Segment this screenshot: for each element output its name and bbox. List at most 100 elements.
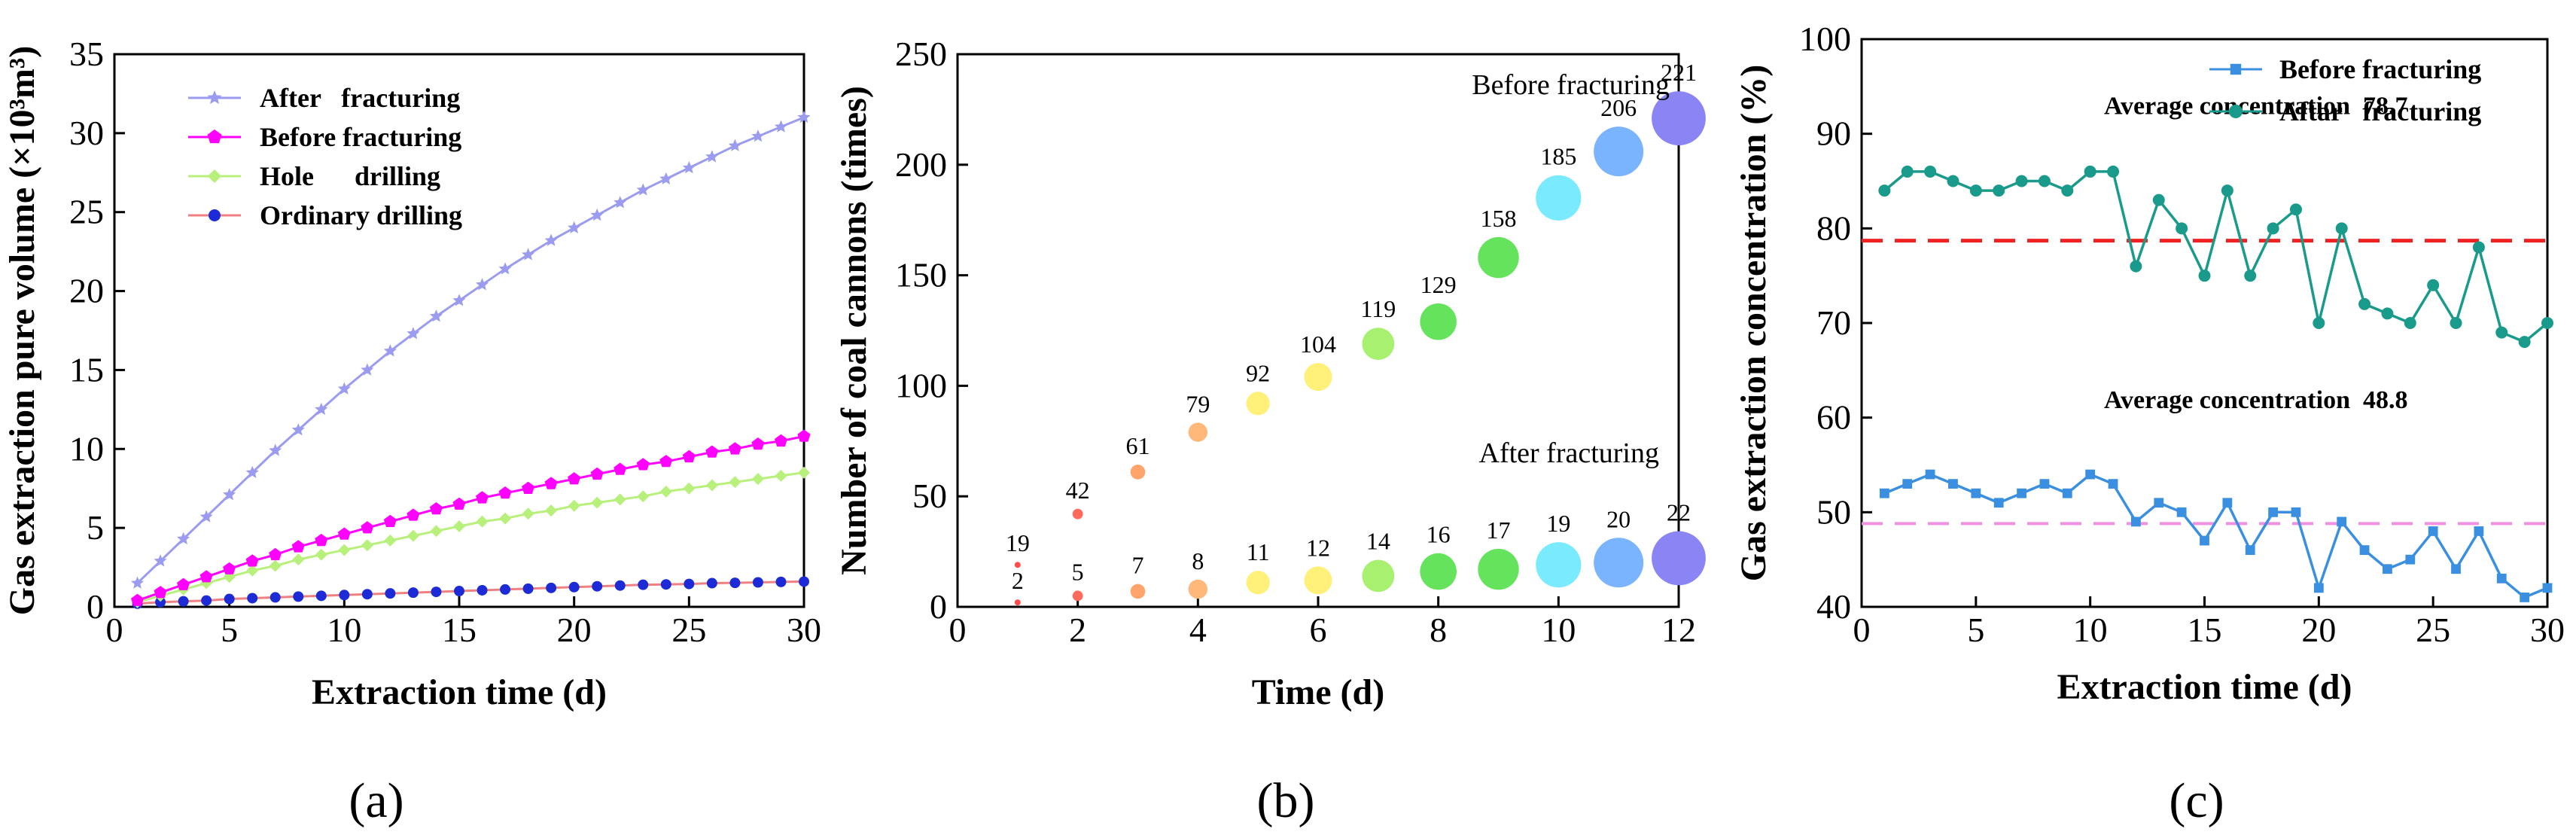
panel-a-series [131,110,811,609]
panel-a-data-point [476,491,489,504]
panel-a-data-point [291,423,305,436]
panel-b-data-label: 104 [1300,331,1336,358]
panel-b-bubble [1130,465,1146,480]
x-tick-label: 30 [2530,611,2565,649]
panel-a-data-point [291,540,305,553]
panel-b-data-label: 92 [1246,359,1270,386]
x-tick-label: 8 [1430,611,1447,649]
panel-a-data-point [614,493,626,506]
panel-a-data-point [544,233,558,246]
panel-c-data-point [2244,270,2257,282]
panel-a-data-point [546,582,557,593]
panel-b-data-label: 17 [1487,517,1511,544]
panel-a-data-point [684,578,695,590]
panel-a-data-point [614,580,626,591]
panel-a-data-point [799,576,809,587]
y-tick-label: 20 [69,272,104,310]
panel-a-data-point [590,467,604,480]
panel-a-data-point [774,120,787,133]
panel-a-data-point [682,449,696,463]
panel-c-data-point [2291,507,2301,517]
panel-b-data-label: 11 [1247,538,1270,565]
x-tick-label: 2 [1069,611,1086,649]
panel-a-data-point [337,527,351,540]
panel-a-data-point [385,588,396,599]
panel-a-y-ticks: 0 5 10 15 20 25 30 35 [69,35,125,626]
panel-a-data-point [568,581,580,593]
panel-b-bubble [1478,236,1519,279]
x-tick-label: 0 [949,611,967,649]
panel-b-bubble [1362,328,1395,361]
panel-a-data-point [798,466,810,479]
x-tick-label: 12 [1661,611,1696,649]
panel-c-label: (c) [2169,773,2224,828]
panel-a-data-point [269,592,281,603]
panel-c-x-axis-label: Extraction time (d) [2057,667,2352,707]
panel-c-data-point [2518,336,2531,349]
x-tick-label: 10 [1541,611,1576,649]
panel-a-data-point [544,477,558,489]
panel-a-data-point [361,521,374,534]
panel-c-data-point [1993,498,2004,508]
panel-a-data-point [522,248,535,261]
panel-a-data-point [315,402,328,416]
panel-c-legend-label: Aftar fracturing [2279,96,2481,126]
x-tick-label: 15 [2188,611,2222,649]
panel-c-data-point [2267,222,2279,235]
panel-a-legend-marker [209,209,221,221]
panel-b-bubble [1072,590,1083,602]
panel-c-data-point [2015,175,2028,187]
panel-a-data-point [269,547,282,561]
panel-a-data-point [452,294,466,306]
panel-a-data-point [430,525,443,538]
panel-a-data-point [637,490,650,503]
panel-c-data-point [2108,479,2118,489]
y-tick-label: 90 [1816,114,1851,153]
y-tick-label: 250 [895,35,947,73]
panel-a-data-point [614,462,627,475]
panel-c-data-point [2200,535,2209,546]
panel-a-data-point [751,130,765,142]
panel-a-data-point [315,533,328,547]
x-tick-label: 0 [106,611,123,649]
panel-a-data-point [499,512,512,525]
panel-c-series-line [1883,170,2549,344]
panel-c-data-point [2313,583,2324,593]
panel-a-label: (a) [349,773,403,828]
x-tick-label: 4 [1189,611,1207,649]
panel-c-series [1878,165,2553,602]
panel-a-data-point [568,221,581,233]
panel-c-data-point [1879,488,1889,498]
panel-b-bubble [1072,508,1083,520]
panel-b-data-label: 20 [1606,505,1631,532]
panel-a-data-point [245,554,259,567]
panel-c-series-line [1883,473,2548,599]
panel-c-data-point [2472,241,2485,254]
panel-a-data-point [659,172,673,184]
panel-a-data-point [384,534,397,547]
panel-c-data-point [2542,583,2553,593]
panel-b-data-label: 22 [1667,499,1691,526]
panel-a-legend: After fracturing Before fracturing Hole dr… [188,83,462,230]
panel-c-data-point [2337,517,2347,527]
panel-a-data-point [752,577,763,588]
panel-a-data-point [131,593,145,606]
panel-a-data-point [568,499,580,512]
panel-c-data-point [2176,222,2188,235]
panel-a-data-point [361,539,373,552]
panel-a-data-point [522,481,535,494]
y-tick-label: 60 [1816,398,1851,437]
panel-c-data-point [2541,317,2553,329]
panel-c-data-point [1901,165,1914,178]
x-tick-label: 5 [221,611,238,649]
panel-a-data-point [797,429,811,442]
y-tick-label: 0 [87,587,104,626]
panel-b-x-axis-label: Time (d) [1252,672,1384,712]
y-tick-label: 100 [895,366,947,404]
panel-a-data-point [339,590,350,601]
panel-b-bubble [1130,584,1146,599]
panel-a-chart: After fracturing Before fracturing Hole dr… [2,35,821,828]
panel-c-data-point [2383,564,2392,574]
panel-c-legend-marker [2229,105,2243,118]
